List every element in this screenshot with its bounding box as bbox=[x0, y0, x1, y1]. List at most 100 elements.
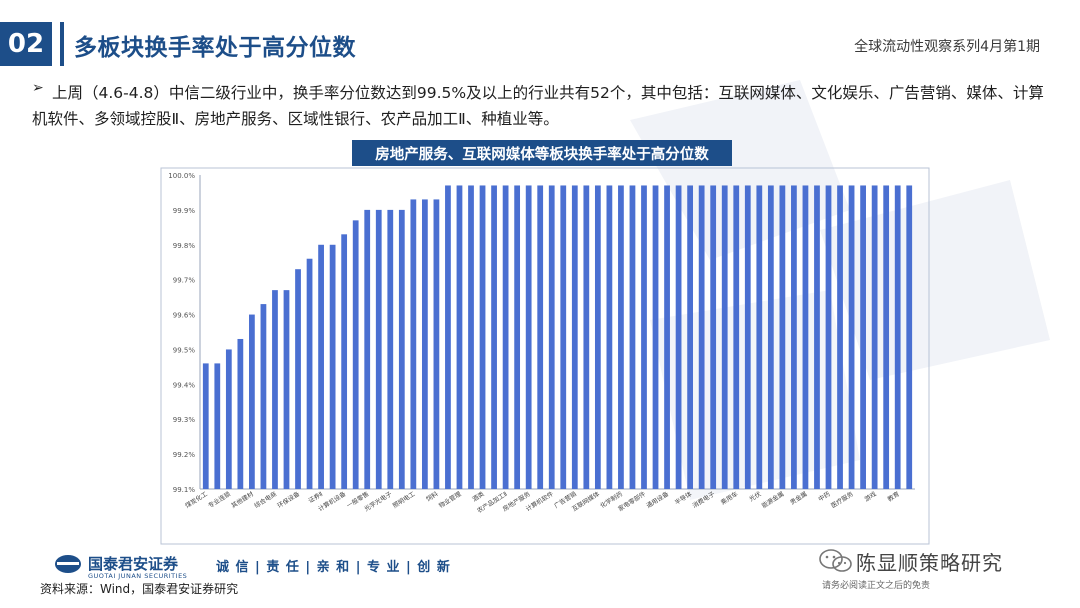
bar bbox=[675, 185, 682, 489]
y-tick-label: 99.1% bbox=[173, 486, 196, 494]
bar bbox=[791, 185, 797, 489]
y-tick-label: 99.8% bbox=[173, 242, 196, 250]
bar bbox=[906, 185, 913, 489]
x-tick-label: 游戏 bbox=[863, 490, 878, 503]
bar bbox=[537, 185, 544, 489]
bar bbox=[860, 185, 866, 489]
bar bbox=[225, 349, 232, 489]
x-tick-label: 专业连锁 bbox=[207, 490, 232, 510]
bar bbox=[468, 185, 474, 489]
chart-area: 99.1% 99.2% 99.3% 99.4% 99.5% 99.6% 99.7% 99.8%… bbox=[160, 167, 930, 545]
x-tick-label: 通用设备 bbox=[645, 489, 671, 509]
bar bbox=[202, 363, 209, 489]
bar bbox=[352, 220, 359, 489]
footer-motto: 诚 信 | 责 任 | 亲 和 | 专 业 | 创 新 bbox=[216, 560, 451, 575]
x-tick-label: 物业管理 bbox=[437, 490, 462, 510]
bar bbox=[652, 185, 659, 489]
bar bbox=[445, 185, 451, 489]
wechat-icon bbox=[819, 549, 852, 572]
y-tick-label: 99.6% bbox=[173, 312, 196, 320]
y-tick-label: 99.9% bbox=[173, 207, 196, 215]
x-tick-label: 乘用车 bbox=[719, 490, 739, 507]
bar bbox=[837, 185, 843, 489]
x-tick-label: 中药 bbox=[817, 490, 832, 503]
bar bbox=[387, 209, 394, 489]
bar bbox=[744, 185, 751, 489]
y-tick-label: 99.5% bbox=[173, 346, 196, 354]
wechat-sub-text: 请务必阅读正文之后的免责 bbox=[822, 581, 931, 591]
bar bbox=[260, 304, 267, 489]
page-title: 多板块换手率处于高分位数 bbox=[74, 35, 356, 61]
bullet-text: 上周（4.6-4.8）中信二级行业中，换手率分位数达到99.5%及以上的行业共有… bbox=[32, 80, 1052, 132]
bullet-body: 上周（4.6-4.8）中信二级行业中，换手率分位数达到99.5%及以上的行业共有… bbox=[32, 84, 1044, 128]
bar bbox=[641, 185, 647, 489]
section-number: 02 bbox=[0, 22, 52, 66]
bar bbox=[410, 199, 417, 489]
chart-title: 房地产服务、互联网媒体等板块换手率处于高分位数 bbox=[352, 140, 732, 166]
series-label: 全球流动性观察系列4月第1期 bbox=[854, 39, 1040, 55]
x-tick-label: 光伏 bbox=[748, 490, 763, 503]
x-tick-label: 贵金属 bbox=[789, 490, 809, 507]
bar bbox=[456, 185, 463, 489]
bar bbox=[421, 199, 428, 489]
bar bbox=[883, 185, 890, 489]
y-tick-label: 99.3% bbox=[173, 416, 196, 424]
bar bbox=[237, 338, 244, 489]
bar bbox=[571, 185, 578, 489]
bar bbox=[502, 185, 509, 489]
footer-brand: 国泰君安证券 bbox=[88, 555, 179, 573]
x-tick-label: 饲料 bbox=[425, 490, 440, 503]
bar bbox=[525, 185, 532, 489]
bullet-marker: ➢ bbox=[32, 80, 44, 96]
bar bbox=[664, 185, 670, 489]
bar bbox=[583, 185, 590, 489]
bar bbox=[433, 199, 440, 489]
bar bbox=[306, 258, 313, 489]
bar bbox=[479, 185, 486, 489]
bar bbox=[491, 185, 497, 489]
bar bbox=[594, 185, 601, 489]
bar bbox=[560, 185, 567, 489]
bar bbox=[606, 185, 613, 489]
bar bbox=[364, 209, 371, 489]
bar bbox=[894, 185, 901, 489]
bar bbox=[514, 185, 521, 489]
bar bbox=[756, 185, 763, 489]
bar bbox=[318, 244, 324, 489]
footer-brand-en: GUOTAI JUNAN SECURITIES bbox=[88, 572, 188, 580]
chart-frame bbox=[160, 167, 930, 545]
title-divider bbox=[60, 22, 64, 66]
bar bbox=[272, 290, 278, 489]
bar bbox=[698, 185, 705, 489]
bar bbox=[767, 185, 774, 489]
brand-logo-icon bbox=[55, 555, 81, 573]
y-tick-label: 100.0% bbox=[168, 172, 195, 180]
bar bbox=[779, 185, 786, 489]
wechat-account-name: 陈显顺策略研究 bbox=[856, 551, 1003, 575]
x-tick-label: 证券Ⅱ bbox=[307, 490, 324, 505]
bar bbox=[814, 185, 820, 489]
bar bbox=[721, 185, 728, 489]
y-tick-label: 99.4% bbox=[173, 381, 196, 389]
x-tick-label: 酒类 bbox=[471, 490, 486, 503]
bar bbox=[710, 185, 717, 489]
x-tick-label: 其他建材 bbox=[230, 490, 255, 510]
x-tick-label: 综合电商 bbox=[253, 490, 278, 510]
bar bbox=[618, 185, 624, 489]
bar bbox=[341, 234, 348, 489]
bar bbox=[871, 185, 878, 489]
bar bbox=[629, 185, 636, 489]
bar bbox=[548, 185, 555, 489]
bar bbox=[214, 363, 221, 489]
bar bbox=[848, 185, 855, 489]
x-tick-label: 环保设备 bbox=[276, 489, 302, 509]
y-tick-label: 99.2% bbox=[173, 451, 196, 459]
bar bbox=[802, 185, 809, 489]
bar bbox=[329, 244, 336, 489]
bar-chart: 99.1% 99.2% 99.3% 99.4% 99.5% 99.6% 99.7% 99.8%… bbox=[160, 167, 930, 545]
x-tick-label: 照明电工 bbox=[391, 490, 416, 510]
x-tick-label: 能源金属 bbox=[760, 490, 785, 510]
bar bbox=[295, 269, 301, 489]
bar bbox=[687, 185, 694, 489]
source-note: 资料来源：Wind，国泰君安证券研究 bbox=[40, 582, 239, 596]
